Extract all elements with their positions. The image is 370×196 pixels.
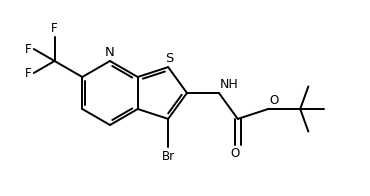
Text: O: O [269,94,279,107]
Text: F: F [25,66,32,80]
Text: S: S [165,52,173,65]
Text: O: O [230,147,239,160]
Text: F: F [51,22,58,35]
Text: Br: Br [162,150,175,163]
Text: N: N [105,46,115,59]
Text: F: F [25,43,32,55]
Text: NH: NH [220,78,239,91]
